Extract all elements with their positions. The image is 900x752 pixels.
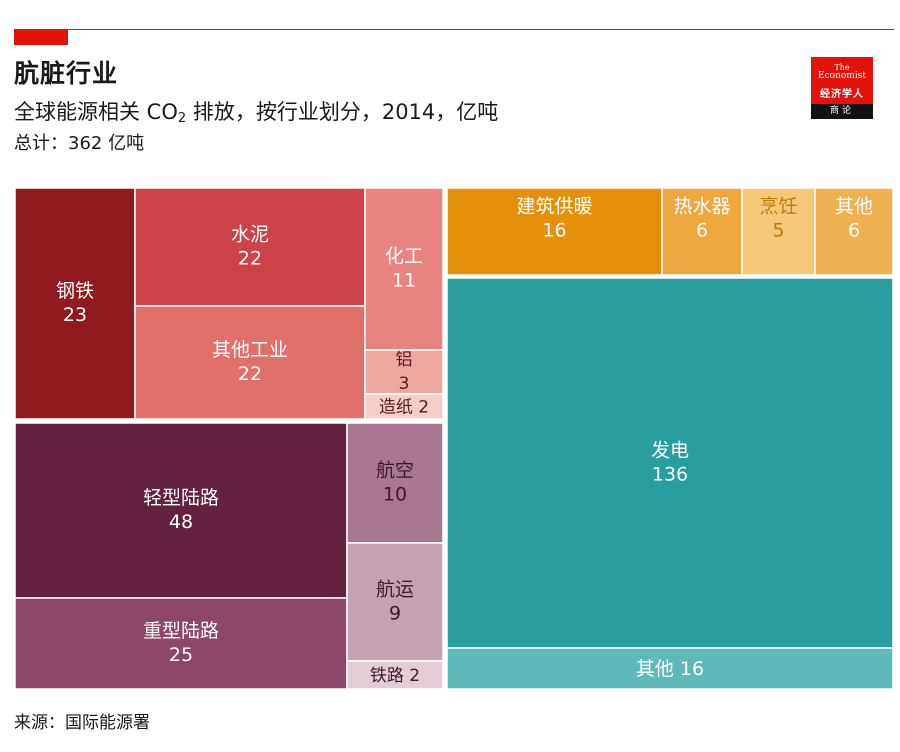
cell-1-0-rect xyxy=(14,422,348,599)
cell-0-1-rect xyxy=(134,187,366,307)
top-rule xyxy=(14,29,894,30)
subtitle-subscript: 2 xyxy=(177,111,187,126)
logo-line-cn: 经济学人 xyxy=(820,89,864,100)
cell-0-2-rect xyxy=(134,305,366,420)
cell-0-4-value: 3 xyxy=(399,374,410,394)
cell-3-1-rect xyxy=(446,647,894,690)
cell-0-3-label: 化工 xyxy=(385,246,423,268)
cell-0-0-label: 钢铁 xyxy=(56,280,94,302)
cell-2-0-label: 建筑供暖 xyxy=(516,196,592,218)
logo-line-the: The xyxy=(834,63,850,72)
cell-1-2-rect xyxy=(346,422,444,544)
cell-2-1-label: 热水器 xyxy=(673,196,730,218)
logo-line-lens: 商论 xyxy=(811,104,873,119)
cell-0-1-label: 水泥 xyxy=(231,224,269,246)
cell-1-3-value: 9 xyxy=(389,603,401,625)
cell-0-1-value: 22 xyxy=(238,248,262,270)
cell-1-3-label: 航运 xyxy=(376,579,414,601)
logo-line-economist: Economist xyxy=(818,71,866,81)
cell-3-0-rect xyxy=(446,277,894,649)
cell-0-2-label: 其他工业 xyxy=(212,339,288,361)
subtitle-main: 全球能源相关 CO xyxy=(14,100,178,124)
cell-0-0-value: 23 xyxy=(63,304,87,326)
cell-1-1-rect xyxy=(14,597,348,690)
cell-1-0-value: 48 xyxy=(169,511,193,533)
cell-1-1-value: 25 xyxy=(169,644,193,666)
chart-subtitle: 全球能源相关 CO2 排放，按行业划分，2014，亿吨 xyxy=(14,96,498,126)
cell-2-2-value: 5 xyxy=(772,220,784,242)
cell-0-3-value: 11 xyxy=(392,270,416,292)
cell-1-4-rect xyxy=(346,660,444,690)
cell-0-3-rect xyxy=(364,187,444,351)
red-tab xyxy=(14,29,68,45)
cell-2-3-rect xyxy=(814,187,894,276)
cell-0-4-rect xyxy=(364,349,444,395)
cell-0-2-value: 22 xyxy=(238,363,262,385)
cell-0-0-rect xyxy=(14,187,136,420)
cell-1-2-label: 航空 xyxy=(376,460,414,482)
cell-2-3-value: 6 xyxy=(848,220,860,242)
chart-title: 肮脏行业 xyxy=(14,59,119,88)
cell-2-0-value: 16 xyxy=(542,220,566,242)
cell-3-0-value: 136 xyxy=(652,464,688,486)
cell-1-3-rect xyxy=(346,542,444,662)
cell-3-1-label: 其他 16 xyxy=(636,658,704,680)
chart-total: 总计：362 亿吨 xyxy=(14,133,145,154)
cell-3-0-label: 发电 xyxy=(651,440,689,462)
cell-1-4-label: 铁路 2 xyxy=(370,666,420,686)
cell-0-4-label: 铝 xyxy=(396,350,413,370)
source-note: 来源：国际能源署 xyxy=(14,713,150,733)
cell-1-2-value: 10 xyxy=(383,484,407,506)
cell-0-5-label: 造纸 2 xyxy=(379,398,429,418)
cell-1-0-label: 轻型陆路 xyxy=(143,487,219,509)
cell-2-2-label: 烹饪 xyxy=(759,196,797,218)
cell-2-1-value: 6 xyxy=(696,220,708,242)
cell-1-1-label: 重型陆路 xyxy=(143,620,219,642)
cell-0-5-rect xyxy=(364,393,444,420)
economist-logo: The Economist 经济学人 商论 xyxy=(811,57,873,119)
cell-2-2-rect xyxy=(741,187,816,276)
cell-2-3-label: 其他 xyxy=(835,196,873,218)
subtitle-rest: 排放，按行业划分，2014，亿吨 xyxy=(186,100,499,124)
